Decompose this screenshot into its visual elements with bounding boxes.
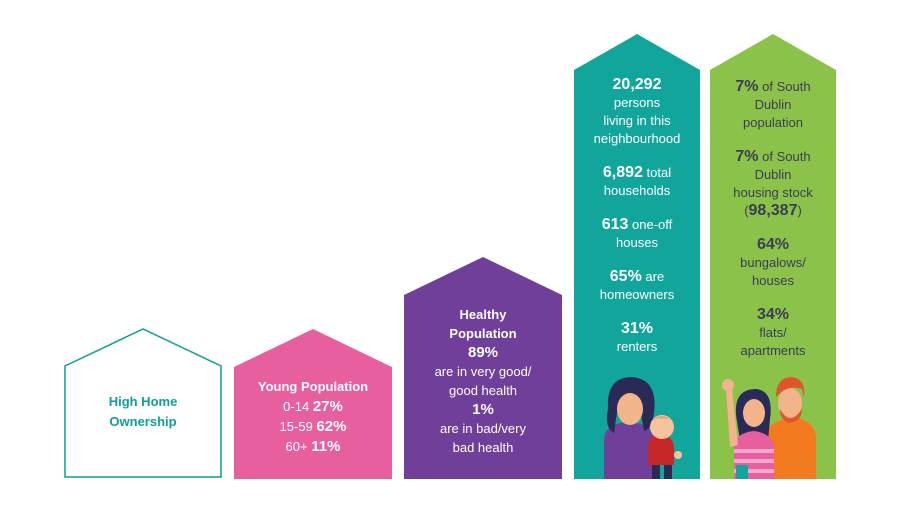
persons-text-2: living in this (603, 113, 671, 128)
oneoff-line: 613 one-off (574, 216, 700, 234)
house-high-home-ownership: High Home Ownership (64, 328, 222, 478)
bungalows-text-1: bungalows/ (740, 255, 806, 270)
couple-illustration-icon (722, 377, 816, 479)
pop-line: 7% of South (710, 78, 836, 96)
stock-count-line: (98,387) (744, 202, 802, 219)
young-row-label: 0-14 (283, 399, 310, 414)
renters-pct: 31% (620, 320, 654, 337)
stock-pct: 7% (735, 148, 759, 165)
flats-text-1: flats/ (759, 325, 787, 340)
young-row-label: 60+ (285, 439, 308, 454)
stock-text-3: housing stock (733, 185, 813, 200)
young-title: Young Population (257, 379, 369, 394)
oneoff-text-2: houses (616, 235, 658, 250)
healthy-good-pct: 89% (467, 344, 499, 361)
homeowners-text-2: homeowners (599, 287, 675, 302)
healthy-good-text-2: good health (449, 383, 517, 398)
young-row: 0-14 27% (234, 397, 392, 417)
bungalows-text-2: houses (752, 273, 794, 288)
mother-child-illustration-icon (604, 377, 682, 479)
households-count: 6,892 (602, 164, 643, 181)
house-healthy-population: Healthy Population 89% are in very good/… (404, 257, 562, 479)
house-green-shape (710, 34, 836, 479)
house-outline-shape (64, 328, 222, 478)
stock-text-2: Dublin (754, 167, 792, 182)
healthy-bad-text-1: are in bad/very (440, 421, 526, 436)
households-line: 6,892 total (574, 164, 700, 182)
house-purple-shape (404, 257, 562, 479)
oneoff-text-1: one-off (632, 217, 673, 232)
healthy-good-text-1: are in very good/ (434, 364, 532, 379)
young-row: 15-59 62% (234, 417, 392, 437)
young-row: 60+ 11% (234, 437, 392, 457)
healthy-bad-pct: 1% (472, 401, 494, 418)
stock-text-1: of South (762, 149, 811, 164)
homeowners-pct: 65% (609, 268, 642, 285)
young-row-value: 62% (316, 418, 347, 435)
pop-text-3: population (743, 115, 803, 130)
ownership-label: High Home Ownership (64, 392, 222, 432)
house-pink-shape (234, 329, 392, 479)
healthy-title-1: Healthy (459, 307, 507, 322)
house-teal-shape (574, 34, 700, 479)
pop-text-2: Dublin (754, 97, 792, 112)
homeowners-text-1: are (645, 269, 665, 284)
healthy-bad-text-2: bad health (452, 440, 514, 455)
persons-text-1: persons (613, 95, 661, 110)
house-south-dublin: 7% of South Dublin population 7% of Sout… (710, 34, 836, 479)
renters-text: renters (616, 339, 658, 354)
young-row-label: 15-59 (279, 419, 313, 434)
house-neighbourhood: 20,292 persons living in this neighbourh… (574, 34, 700, 479)
healthy-title-2: Population (449, 326, 517, 341)
persons-count: 20,292 (612, 76, 662, 93)
flats-pct: 34% (756, 306, 790, 323)
pop-pct: 7% (735, 78, 759, 95)
households-text-2: households (603, 183, 671, 198)
bungalows-pct: 64% (756, 236, 790, 253)
persons-text-3: neighbourhood (593, 131, 681, 146)
flats-text-2: apartments (740, 343, 806, 358)
households-text-1: total (646, 165, 672, 180)
house-young-population: Young Population 0-14 27% 15-59 62% 60+ … (234, 329, 392, 479)
stock-line: 7% of South (710, 148, 836, 166)
young-row-value: 27% (312, 398, 343, 415)
oneoff-count: 613 (601, 216, 629, 233)
stock-count: 98,387 (748, 202, 798, 219)
young-row-value: 11% (311, 438, 341, 455)
ownership-line-2: Ownership (109, 414, 177, 429)
homeowners-line: 65% are (574, 268, 700, 286)
ownership-line-1: High Home (108, 394, 178, 409)
pop-text-1: of South (762, 79, 811, 94)
